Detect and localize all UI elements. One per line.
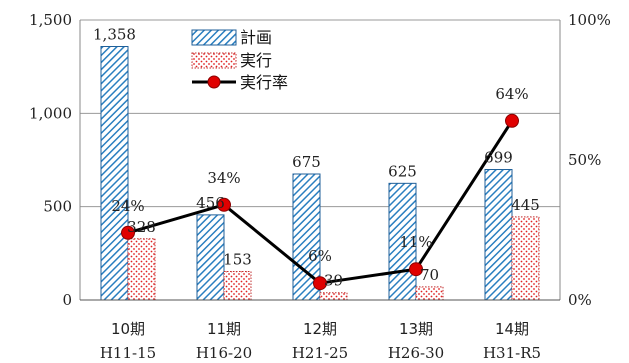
data-label-rate: 24%	[111, 197, 144, 215]
y-right-tick-label: 0%	[568, 291, 592, 309]
data-label-exec: 328	[127, 218, 156, 236]
data-label-exec: 70	[420, 266, 439, 284]
rate-point	[121, 225, 135, 240]
data-label-plan: 675	[292, 153, 321, 171]
bar-exec	[127, 238, 156, 301]
x-category-sublabel: H16-20	[196, 344, 252, 362]
bar-exec	[415, 286, 444, 301]
bar-plan	[484, 169, 513, 301]
rate-point	[409, 262, 423, 277]
legend-swatch-exec	[191, 52, 237, 69]
x-category-label: 10期	[111, 320, 145, 338]
bar-plan	[100, 46, 129, 301]
data-label-exec: 39	[324, 272, 343, 290]
data-label-rate: 11%	[399, 233, 432, 251]
legend-label-exec: 実行	[240, 51, 272, 70]
x-category-label: 11期	[207, 320, 241, 338]
y-left-tick-label: 1,500	[29, 11, 72, 29]
data-label-plan: 699	[484, 149, 513, 167]
x-category-sublabel: H26-30	[388, 344, 444, 362]
bar-exec	[319, 292, 348, 301]
legend-swatch-plan	[191, 29, 237, 46]
data-labels: 1,358 328 456 153 675 39 625 70 699 445 24% 34% 6% 11…	[93, 26, 540, 290]
bar-exec	[223, 270, 252, 301]
bar-plan	[196, 214, 225, 301]
x-category-label: 14期	[495, 320, 529, 338]
legend-label-plan: 計画	[240, 28, 272, 47]
data-label-plan: 625	[388, 162, 417, 180]
data-label-exec: 153	[223, 250, 252, 268]
x-category-label: 12期	[303, 320, 337, 338]
bar-plan	[292, 173, 321, 301]
rate-point	[505, 113, 519, 128]
legend-marker-rate	[207, 75, 221, 89]
data-label-exec: 445	[511, 196, 540, 214]
x-category-sublabel: H31-R5	[483, 344, 541, 362]
rate-line-layer	[121, 113, 519, 291]
data-label-plan: 456	[196, 194, 225, 212]
bar-exec	[511, 216, 540, 301]
y-left-tick-label: 0	[62, 291, 72, 309]
bars	[100, 46, 540, 301]
data-label-rate: 34%	[207, 169, 240, 187]
data-label-rate: 64%	[495, 85, 528, 103]
y-left-tick-label: 1,000	[29, 104, 72, 122]
y-right-tick-label: 100%	[568, 11, 611, 29]
x-category-sublabel: H11-15	[100, 344, 156, 362]
y-left-tick-label: 500	[43, 198, 72, 216]
data-label-plan: 1,358	[93, 26, 136, 44]
rate-point	[313, 276, 327, 291]
axes: 0 500 1,000 1,500 0% 50% 100% 10期 H11-15 11期 H16-2…	[29, 11, 611, 362]
x-category-label: 13期	[399, 320, 433, 338]
y-right-tick-label: 50%	[568, 151, 601, 169]
data-label-rate: 6%	[308, 247, 332, 265]
legend: 計画 実行 実行率	[191, 28, 288, 92]
x-category-sublabel: H21-25	[292, 344, 348, 362]
rate-point	[217, 197, 231, 212]
legend-label-rate: 実行率	[240, 73, 288, 92]
